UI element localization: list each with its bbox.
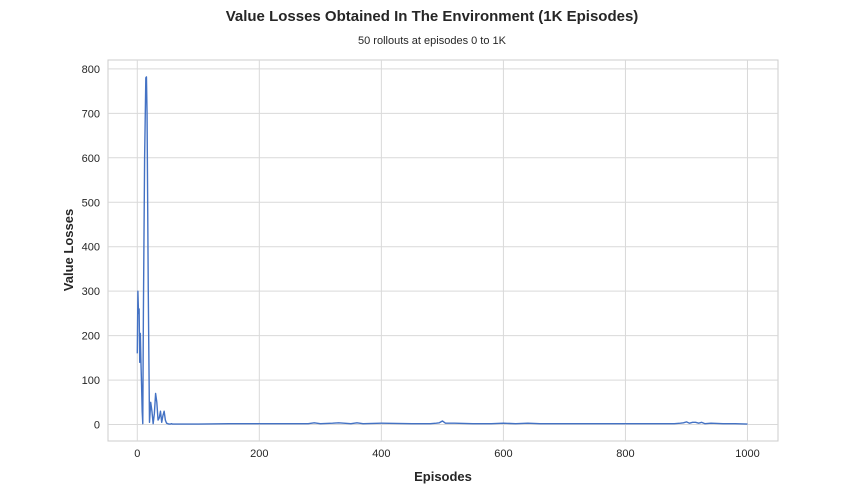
y-axis-label: Value Losses [61, 209, 76, 291]
y-tick-label: 700 [82, 108, 100, 120]
y-tick-label: 0 [94, 420, 100, 432]
x-tick-label: 400 [372, 448, 390, 460]
x-tick-label: 200 [250, 448, 268, 460]
x-tick-label: 0 [134, 448, 140, 460]
grid [108, 60, 778, 441]
x-tick-labels: 0 200 400 600 800 1000 [134, 448, 760, 460]
series-group [136, 76, 748, 425]
y-tick-label: 600 [82, 153, 100, 165]
y-tick-label: 300 [82, 286, 100, 298]
y-tick-label: 500 [82, 197, 100, 209]
x-axis-label: Episodes [414, 469, 472, 484]
y-tick-label: 200 [82, 331, 100, 343]
x-tick-label: 1000 [735, 448, 759, 460]
y-tick-label: 400 [82, 242, 100, 254]
x-tick-label: 800 [616, 448, 634, 460]
chart-title: Value Losses Obtained In The Environment… [225, 8, 639, 25]
y-tick-label: 800 [82, 64, 100, 76]
x-tick-label: 600 [494, 448, 512, 460]
chart-subtitle: 50 rollouts at episodes 0 to 1K [358, 35, 506, 47]
series-line-0 [136, 76, 748, 425]
y-tick-label: 100 [82, 375, 100, 387]
y-tick-labels: 0 100 200 300 400 500 600 700 800 [82, 64, 100, 432]
plot-area [107, 59, 779, 442]
